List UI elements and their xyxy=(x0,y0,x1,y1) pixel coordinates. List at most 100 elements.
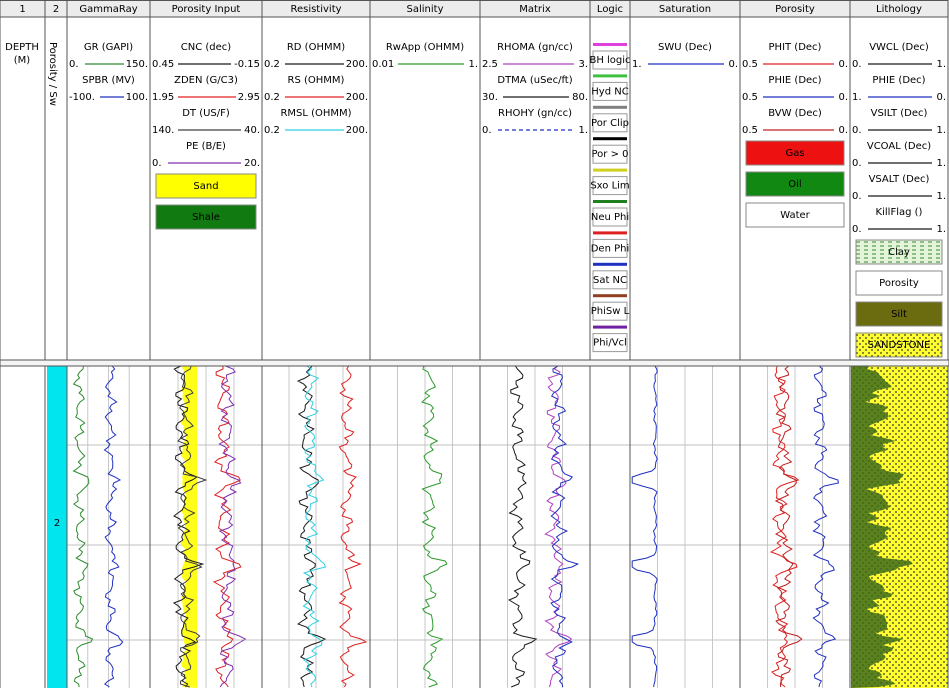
legend-label: Shale xyxy=(192,212,220,223)
curve-name: VSILT (Dec) xyxy=(871,108,928,119)
scale-right: 150. xyxy=(126,59,148,70)
log-curve xyxy=(631,365,658,688)
scale-left: 0. xyxy=(852,158,862,169)
logic-box xyxy=(592,50,628,70)
logic-bar xyxy=(593,262,627,266)
scale-right: 1. xyxy=(936,224,946,235)
logic-bar xyxy=(593,74,627,78)
curve-name: DT (US/F) xyxy=(182,108,230,119)
curve-name: DTMA (uSec/ft) xyxy=(497,75,572,86)
legend-label: Gas xyxy=(785,148,804,159)
curve-name: KillFlag () xyxy=(876,207,923,218)
scale-left: -100. xyxy=(69,92,95,103)
scale-right: 1. xyxy=(936,125,946,136)
logic-bar xyxy=(593,105,627,109)
logic-bar xyxy=(593,231,627,235)
log-curve xyxy=(212,365,242,688)
scale-left: 0.45 xyxy=(152,59,174,70)
legend-label: Porosity xyxy=(879,278,919,289)
log-curve xyxy=(812,365,839,688)
logic-label: Hyd NC xyxy=(591,86,628,97)
legend-box xyxy=(745,140,845,166)
logic-box xyxy=(592,176,628,196)
logic-bar xyxy=(593,168,627,172)
logic-label: Por > 0 xyxy=(591,149,628,160)
scale-left: 0.5 xyxy=(742,92,758,103)
legend-label: Clay xyxy=(888,247,910,258)
curve-name: ZDEN (G/C3) xyxy=(174,75,238,86)
curve-name: RHOMA (gn/cc) xyxy=(497,42,573,53)
scale-right: 1. xyxy=(468,59,478,70)
scale-left: 0.5 xyxy=(742,125,758,136)
scale-left: 0.2 xyxy=(264,92,280,103)
log-curve xyxy=(421,365,448,688)
separator xyxy=(0,359,949,367)
curve-name: VWCL (Dec) xyxy=(869,42,929,53)
scale-left: 0.5 xyxy=(742,59,758,70)
curve-name: PE (B/E) xyxy=(186,141,226,152)
logic-box xyxy=(592,81,628,101)
track-header: Lithology xyxy=(876,4,922,15)
scale-right: 40. xyxy=(244,125,260,136)
scale-right: 0. xyxy=(838,92,848,103)
scale-right: -0.15 xyxy=(234,59,260,70)
curve-name: BVW (Dec) xyxy=(768,108,822,119)
log-curve xyxy=(774,365,803,688)
track-header: Porosity xyxy=(775,4,815,15)
scale-left: 0. xyxy=(852,191,862,202)
scale-right: 80. xyxy=(572,92,588,103)
scale-right: 0. xyxy=(838,59,848,70)
log-curve xyxy=(338,365,368,688)
track-header: Resistivity xyxy=(290,4,341,15)
zone-bar xyxy=(47,366,67,688)
legend-box xyxy=(745,171,845,197)
track-header: 2 xyxy=(53,4,59,15)
track-header: Porosity Input xyxy=(172,4,241,15)
track-header: Matrix xyxy=(519,4,551,15)
logic-bar xyxy=(593,325,627,329)
scale-right: 1. xyxy=(936,158,946,169)
scale-right: 20. xyxy=(244,158,260,169)
sand-fill xyxy=(180,366,198,688)
scale-left: 1. xyxy=(632,59,642,70)
logic-bar xyxy=(593,200,627,203)
scale-left: 0.2 xyxy=(264,59,280,70)
log-curve xyxy=(218,365,247,688)
scale-left: 0.01 xyxy=(372,59,394,70)
depth-title: DEPTH xyxy=(5,42,39,53)
scale-left: 0. xyxy=(69,59,79,70)
curve-name: SPBR (MV) xyxy=(82,75,135,86)
logic-box xyxy=(592,333,628,353)
log-curve xyxy=(103,365,124,688)
header-row-bg xyxy=(0,0,949,17)
lithology-shale xyxy=(851,366,913,688)
log-curve xyxy=(302,365,327,688)
scale-right: 200. xyxy=(346,92,368,103)
logic-box xyxy=(592,113,628,133)
legend-box xyxy=(855,239,943,265)
track-header: GammaRay xyxy=(79,4,137,15)
scale-left: 140. xyxy=(152,125,174,136)
legend-label: Silt xyxy=(891,309,907,320)
log-curve xyxy=(507,365,538,688)
logic-box xyxy=(592,270,628,290)
logic-label: Neu Phi xyxy=(591,212,629,223)
curve-name: CNC (dec) xyxy=(181,42,232,53)
legend-box xyxy=(745,202,845,228)
curve-name: RMSL (OHMM) xyxy=(280,108,351,119)
curve-name: GR (GAPI) xyxy=(84,42,133,53)
logic-label: Phi/Vcl xyxy=(593,338,627,349)
curve-name: RHOHY (gn/cc) xyxy=(498,108,572,119)
legend-box xyxy=(855,332,943,358)
log-curve xyxy=(176,365,208,688)
scale-left: 0. xyxy=(852,125,862,136)
curve-name: RwApp (OHMM) xyxy=(386,42,464,53)
scale-left: 30. xyxy=(482,92,498,103)
logic-box xyxy=(592,238,628,258)
scale-left: 0. xyxy=(852,224,862,235)
track2-label: Porosity / Sw xyxy=(47,42,58,106)
scale-left: 0. xyxy=(482,125,492,136)
